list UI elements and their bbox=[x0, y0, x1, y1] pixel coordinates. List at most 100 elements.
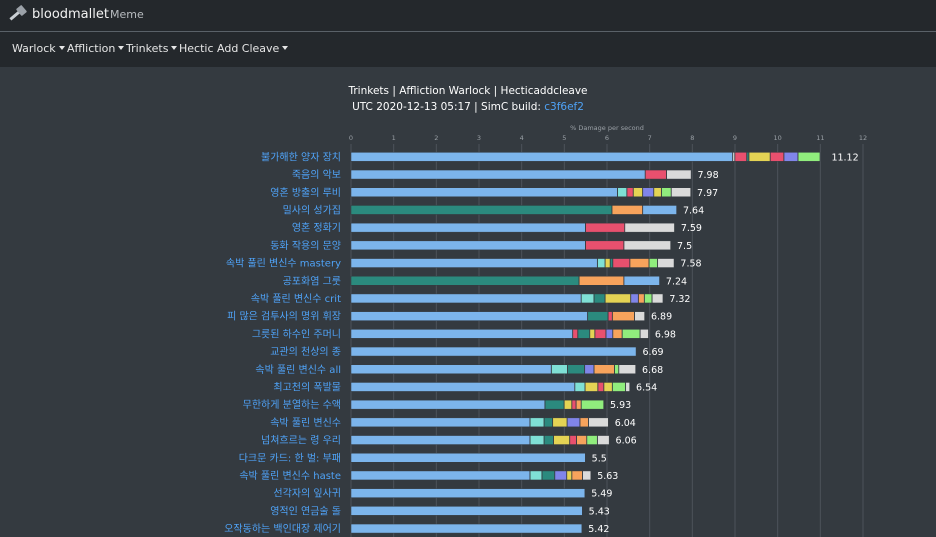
trinket-label[interactable]: 속박 풀린 변신수 bbox=[270, 417, 341, 429]
data-type-dropdown-label: Trinkets bbox=[126, 42, 169, 55]
bar-segment bbox=[603, 382, 613, 392]
trinket-label[interactable]: 다크문 카드: 한 벌: 부패 bbox=[239, 452, 341, 464]
trinket-label[interactable]: 피 많은 검투사의 명위 휘장 bbox=[227, 310, 341, 323]
bar-segment bbox=[653, 187, 662, 197]
trinket-label[interactable]: 무한하게 분열하는 수액 bbox=[243, 398, 341, 411]
bar-segment bbox=[623, 240, 671, 251]
bar-segment bbox=[732, 152, 735, 162]
bar-segment bbox=[638, 293, 645, 304]
brand-link[interactable]: bloodmallet bbox=[8, 5, 109, 23]
bar-segment bbox=[544, 417, 553, 428]
bar-segment bbox=[584, 364, 595, 374]
simc-build-link[interactable]: c3f6ef2 bbox=[544, 101, 584, 113]
spec-dropdown[interactable]: Affliction bbox=[67, 42, 125, 55]
bar-segment bbox=[586, 435, 598, 445]
bar-segment bbox=[593, 293, 606, 304]
bar-segment bbox=[612, 258, 630, 268]
chevron-down-icon bbox=[118, 46, 125, 50]
class-dropdown[interactable]: Warlock bbox=[12, 42, 65, 55]
value-label: 7.64 bbox=[683, 205, 704, 216]
value-label: 7.59 bbox=[681, 223, 702, 234]
bar-segment bbox=[541, 470, 555, 481]
bar-segment bbox=[581, 293, 595, 304]
trinket-label[interactable]: 최고천의 폭발물 bbox=[273, 381, 341, 393]
bar-segment bbox=[612, 382, 626, 392]
bar-segment bbox=[640, 329, 649, 339]
bar-segment bbox=[544, 435, 554, 445]
bar-segment bbox=[576, 399, 582, 410]
trinket-label[interactable]: 오작동하는 백인대장 제어기 bbox=[224, 522, 341, 535]
bar-segment bbox=[671, 187, 691, 197]
x-tick-label: 11 bbox=[816, 134, 824, 142]
bar-segment bbox=[597, 382, 604, 392]
bar-segment bbox=[350, 276, 580, 286]
bar-segment bbox=[617, 187, 627, 197]
bar-segment bbox=[350, 382, 575, 392]
fight-style-dropdown[interactable]: Hectic Add Cleave bbox=[179, 42, 289, 55]
value-label: 11.12 bbox=[831, 152, 858, 163]
bar-segment bbox=[612, 329, 623, 339]
x-axis-title: % Damage per second bbox=[570, 124, 644, 132]
bar-segment bbox=[529, 435, 545, 445]
trinket-label[interactable]: 속박 풀린 변신수 haste bbox=[239, 470, 341, 482]
value-label: 6.89 bbox=[651, 312, 672, 323]
bar-segment bbox=[589, 329, 595, 339]
trinket-label[interactable]: 그릇된 하수인 주머니 bbox=[252, 327, 341, 340]
bar-segment bbox=[605, 258, 611, 268]
value-label: 7.5 bbox=[677, 241, 692, 252]
value-label: 5.63 bbox=[597, 471, 618, 482]
trinket-label[interactable]: 동화 작용의 문양 bbox=[270, 240, 341, 252]
bar-segment bbox=[350, 293, 582, 304]
trinket-label[interactable]: 죽음의 악보 bbox=[292, 169, 341, 181]
trinket-label[interactable]: 속박 풀린 변신수 all bbox=[255, 364, 341, 376]
x-tick-label: 1 bbox=[392, 134, 396, 142]
bar-segment bbox=[579, 276, 624, 286]
nav-link-meme[interactable]: Meme bbox=[110, 8, 144, 21]
bar-segment bbox=[584, 382, 598, 392]
x-tick-label: 0 bbox=[349, 134, 353, 142]
bar-segment bbox=[585, 222, 625, 233]
bar-segment bbox=[350, 523, 583, 534]
bar-segment bbox=[597, 258, 606, 268]
trinket-label[interactable]: 밀사의 성가집 bbox=[283, 204, 341, 216]
bar-segment bbox=[529, 417, 545, 428]
bar-segment bbox=[572, 329, 578, 339]
value-label: 6.04 bbox=[615, 418, 636, 429]
bar-segment bbox=[651, 293, 664, 304]
trinket-label[interactable]: 영적인 연금술 돌 bbox=[270, 505, 341, 517]
value-label: 5.43 bbox=[589, 506, 610, 517]
bar-segment bbox=[633, 187, 643, 197]
chart-title: Trinkets | Affliction Warlock | Hecticad… bbox=[348, 85, 588, 97]
trinket-label[interactable]: 공포화염 그룻 bbox=[283, 275, 341, 287]
trinket-label[interactable]: 불가해한 양자 장치 bbox=[261, 150, 341, 163]
value-label: 7.98 bbox=[697, 170, 718, 181]
bar-segment bbox=[661, 187, 672, 197]
bar-segment bbox=[666, 169, 692, 180]
bar-segment bbox=[748, 152, 771, 162]
bar-segment bbox=[657, 258, 675, 268]
bar-segment bbox=[350, 453, 586, 463]
bar-segment bbox=[574, 382, 586, 392]
bar-segment bbox=[569, 435, 577, 445]
data-type-dropdown[interactable]: Trinkets bbox=[126, 42, 178, 55]
trinket-label[interactable]: 속박 풀린 변신수 crit bbox=[251, 293, 341, 305]
trinket-label[interactable]: 영혼 정화기 bbox=[292, 221, 341, 234]
bar-segment bbox=[629, 258, 650, 268]
brand-name: bloodmallet bbox=[32, 6, 109, 22]
value-label: 7.58 bbox=[680, 259, 701, 270]
trinket-label[interactable]: 영혼 방출의 루비 bbox=[270, 186, 341, 199]
bar-segment bbox=[350, 311, 588, 321]
trinket-label[interactable]: 선각자의 잎사귀 bbox=[273, 488, 341, 500]
bar-segment bbox=[585, 240, 624, 251]
value-label: 5.49 bbox=[591, 489, 612, 500]
trinket-label[interactable]: 넘쳐흐르는 령 우리 bbox=[261, 435, 341, 447]
bar-segment bbox=[551, 364, 568, 374]
hammer-logo-icon bbox=[9, 5, 27, 21]
bar-segment bbox=[634, 311, 645, 321]
value-label: 6.54 bbox=[636, 382, 657, 393]
trinket-label[interactable]: 속박 풀린 변신수 mastery bbox=[226, 258, 341, 270]
trinket-label[interactable]: 교관의 천상의 종 bbox=[270, 346, 341, 358]
bar-segment bbox=[618, 364, 636, 374]
bar-segment bbox=[610, 258, 613, 268]
